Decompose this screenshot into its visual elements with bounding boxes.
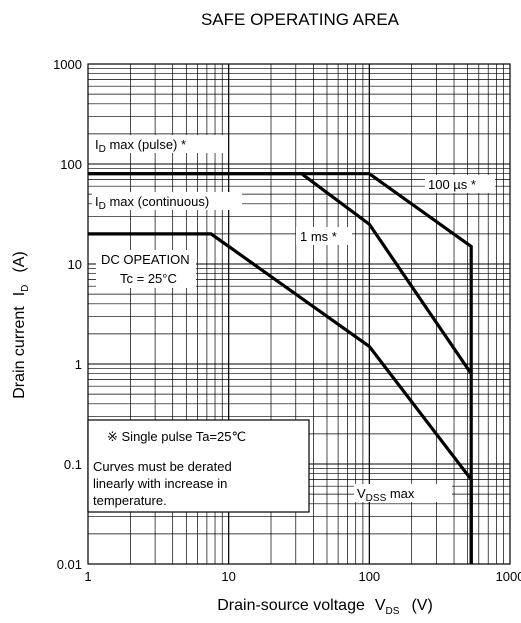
- soa-curve: [88, 172, 473, 564]
- x-axis-label: Drain-source voltage VDS (V): [217, 597, 433, 617]
- curves: [88, 172, 473, 564]
- y-tick-labels: 0.01 0.1 1 10 100 1000: [53, 57, 82, 572]
- y-tick-label: 100: [60, 157, 82, 172]
- note-line: Curves must be derated: [93, 459, 232, 474]
- y-tick-label: 10: [68, 257, 82, 272]
- plot-frame: [87, 63, 511, 565]
- dc-label-line1: DC OPEATION: [101, 252, 190, 267]
- x-tick-label: 100: [358, 569, 380, 584]
- id-pulse-label-bg: [93, 135, 225, 153]
- chart-title: SAFE OPERATING AREA: [201, 10, 400, 29]
- id-pulse-label: ID max (pulse) *: [95, 137, 186, 155]
- note-line: linearly with increase in: [93, 476, 227, 491]
- x-tick-label: 1: [84, 569, 91, 584]
- note-header: ※ Single pulse Ta=25℃: [107, 429, 246, 444]
- id-cont-label-bg: [92, 192, 242, 210]
- us100-label-bg: [425, 175, 495, 193]
- us100-label: 100 µs *: [428, 177, 476, 192]
- y-tick-label: 0.01: [57, 557, 82, 572]
- y-axis-label: Drain currentID(A): [11, 251, 31, 399]
- x-tick-label: 1000: [496, 569, 521, 584]
- ms1-label: 1 ms *: [300, 229, 337, 244]
- note-box: [87, 419, 310, 513]
- y-tick-label: 0.1: [64, 457, 82, 472]
- x-tick-labels: 1 10 100 1000: [84, 569, 521, 584]
- vdss-label: VDSS max: [357, 486, 415, 504]
- y-tick-label: 1: [75, 357, 82, 372]
- ms1-label-bg: [296, 227, 352, 245]
- id-cont-label: ID max (continuous): [95, 194, 209, 212]
- note-line: temperature.: [93, 493, 167, 508]
- dc-label-line2: Tc = 25°C: [120, 271, 177, 286]
- dc-label-bg: [96, 250, 196, 288]
- y-tick-label: 1000: [53, 57, 82, 72]
- x-tick-label: 10: [221, 569, 235, 584]
- vdss-label-bg: [354, 484, 452, 502]
